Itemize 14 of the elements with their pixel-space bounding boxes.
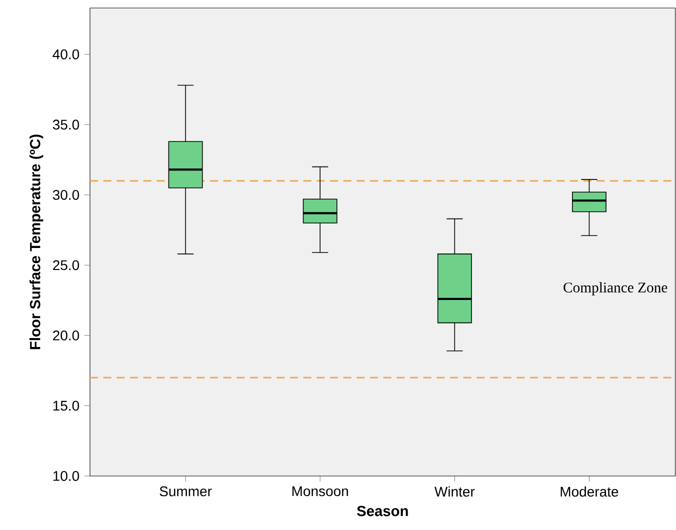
y-tick-label: 15.0 — [53, 400, 80, 411]
annotation: Compliance Zone — [564, 282, 668, 296]
y-tick-label: 20.0 — [53, 330, 80, 340]
y-tick-label: 40.0 — [52, 49, 80, 60]
y-tick-label: 35.0 — [52, 120, 80, 130]
x-tick-label: Summer — [160, 486, 212, 496]
y-tick-label: 25.0 — [53, 260, 80, 270]
x-tick-label: Moderate — [560, 486, 618, 497]
y-axis-title: Floor Surface Temperature (ºC) — [30, 134, 44, 350]
x-axis-title: Season — [356, 506, 408, 516]
y-tick-label: 30.0 — [52, 190, 80, 200]
x-tick-label: Monsoon — [292, 486, 348, 496]
y-tick-label: 10.0 — [53, 471, 80, 481]
x-tick-label: Winter — [434, 486, 475, 497]
